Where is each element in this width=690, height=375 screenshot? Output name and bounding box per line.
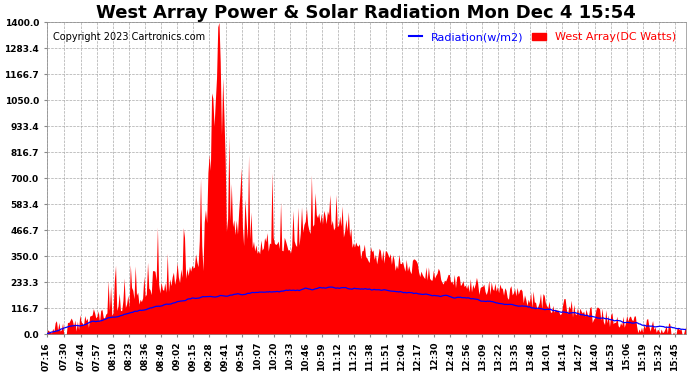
Title: West Array Power & Solar Radiation Mon Dec 4 15:54: West Array Power & Solar Radiation Mon D… <box>97 4 636 22</box>
Text: Copyright 2023 Cartronics.com: Copyright 2023 Cartronics.com <box>53 32 205 42</box>
Legend: Radiation(w/m2), West Array(DC Watts): Radiation(w/m2), West Array(DC Watts) <box>404 28 680 47</box>
